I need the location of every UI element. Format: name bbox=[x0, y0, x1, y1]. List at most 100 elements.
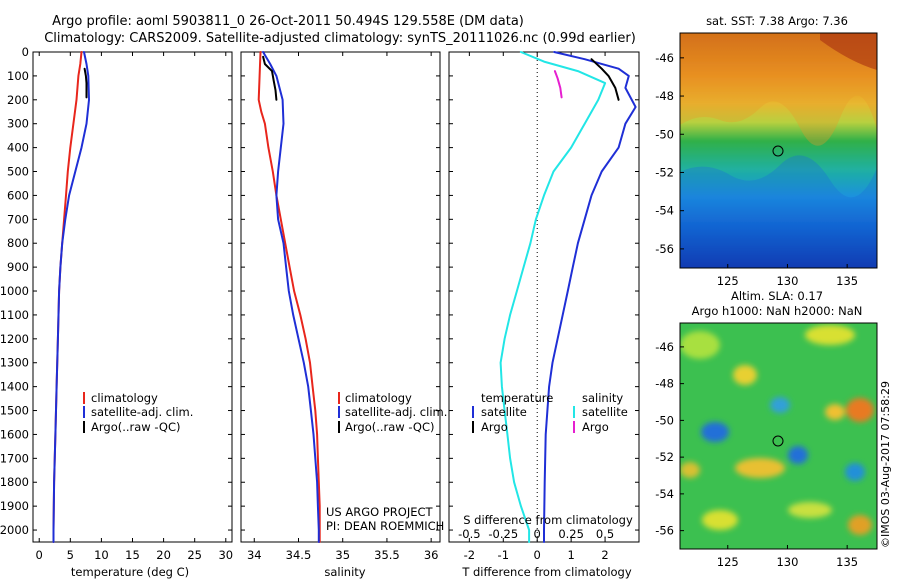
xtick-label: 34.5 bbox=[286, 548, 312, 562]
salinity-plot: 34 34.5 35 35.5 36 bbox=[241, 51, 440, 562]
series-line-satellite-adj-clim- bbox=[262, 51, 320, 543]
xtick-label: -2 bbox=[464, 548, 475, 562]
xtick-label: 2 bbox=[601, 548, 608, 562]
depth-tick-label: 100 bbox=[7, 69, 29, 83]
legend-label: Argo(..raw -QC) bbox=[91, 420, 181, 434]
series-line-temperature-satellite bbox=[543, 51, 637, 543]
temperature-plot-frame bbox=[32, 51, 233, 543]
map-ytick-label: -52 bbox=[655, 165, 674, 179]
depth-tick-label: 1100 bbox=[0, 308, 29, 322]
xtick-label-salinity: -0.25 bbox=[488, 527, 518, 541]
map-ytick-label: -56 bbox=[655, 524, 674, 538]
xtick-label: 25 bbox=[187, 548, 202, 562]
series-line-climatology bbox=[257, 51, 321, 543]
xtick-label: 15 bbox=[125, 548, 140, 562]
map-xtick-label: 130 bbox=[776, 274, 798, 288]
legend-label: Argo(..raw -QC) bbox=[345, 420, 435, 434]
sst-argo-marker bbox=[772, 145, 784, 157]
sst-map-axes: 125 130 135 -46 -48 -50 -52 -54 -56 bbox=[655, 51, 858, 288]
legend-label: satellite-adj. clim. bbox=[345, 405, 447, 419]
xtick-label: 5 bbox=[67, 548, 74, 562]
salinity-plot-frame bbox=[240, 51, 441, 543]
depth-tick-label: 1600 bbox=[0, 427, 29, 441]
legend-title-temperature: temperature bbox=[481, 391, 553, 405]
depth-tick-label: 1200 bbox=[0, 332, 29, 346]
xtick-label: 10 bbox=[94, 548, 109, 562]
xtick-label: 35.5 bbox=[374, 548, 400, 562]
salinity-legend: climatology satellite-adj. clim. Argo(..… bbox=[338, 391, 447, 434]
map-ytick-label: -46 bbox=[655, 340, 674, 354]
legend-label: climatology bbox=[91, 391, 158, 405]
depth-tick-label: 1700 bbox=[0, 451, 29, 465]
xtick-label: 30 bbox=[218, 548, 233, 562]
map-ytick-label: -50 bbox=[655, 127, 674, 141]
series-line-argo-raw-qc- bbox=[83, 67, 88, 99]
sst-map bbox=[680, 33, 877, 268]
difference-plot-frame bbox=[448, 51, 640, 543]
legend-label: satellite bbox=[481, 405, 527, 419]
map-ytick-label: -50 bbox=[655, 413, 674, 427]
sst-map-frame bbox=[679, 32, 878, 269]
xtick-label: 0 bbox=[534, 548, 541, 562]
sla-map-title: Altim. SLA: 0.17 bbox=[731, 289, 823, 303]
xtick-label: 0 bbox=[36, 548, 43, 562]
depth-tick-label: 1400 bbox=[0, 380, 29, 394]
depth-tick-label: 200 bbox=[7, 93, 29, 107]
sst-map-title: sat. SST: 7.38 Argo: 7.36 bbox=[706, 14, 848, 28]
depth-tick-label: 800 bbox=[7, 236, 29, 250]
xtick-label: 35 bbox=[335, 548, 350, 562]
depth-tick-label: 500 bbox=[7, 165, 29, 179]
xtick-label: -1 bbox=[498, 548, 509, 562]
map-xtick-label: 135 bbox=[836, 274, 858, 288]
sst-front-cool bbox=[680, 155, 877, 268]
sla-map-axes: 125 130 135 -46 -48 -50 -52 -54 -56 bbox=[655, 340, 858, 569]
depth-tick-label: 600 bbox=[7, 188, 29, 202]
map-xtick-label: 125 bbox=[717, 555, 739, 569]
temperature-xlabel: temperature (deg C) bbox=[71, 565, 189, 579]
sla-map-subtitle: Argo h1000: NaN h2000: NaN bbox=[692, 304, 863, 318]
salinity-xlabel: salinity bbox=[324, 565, 365, 579]
xtick-label-salinity: 0.25 bbox=[558, 527, 584, 541]
project-annotation: US ARGO PROJECT bbox=[326, 505, 434, 519]
depth-tick-label: 0 bbox=[22, 45, 29, 59]
depth-tick-label: 1900 bbox=[0, 499, 29, 513]
depth-tick-label: 300 bbox=[7, 117, 29, 131]
depth-tick-label: 2000 bbox=[0, 523, 29, 537]
legend-label: satellite bbox=[582, 405, 628, 419]
map-ytick-label: -54 bbox=[655, 204, 674, 218]
xtick-label-salinity: -0.5 bbox=[458, 527, 480, 541]
map-ytick-label: -48 bbox=[655, 89, 674, 103]
sst-front-warm bbox=[680, 33, 877, 146]
xtick-label-salinity: 0.5 bbox=[596, 527, 614, 541]
depth-tick-label: 1000 bbox=[0, 284, 29, 298]
depth-tick-label: 1300 bbox=[0, 356, 29, 370]
difference-plot: -2 -1 0 1 2 -0.5 -0.25 0 0.25 0.5 bbox=[449, 51, 639, 562]
map-ytick-label: -56 bbox=[655, 242, 674, 256]
sst-warm-corner bbox=[820, 33, 877, 70]
legend-label: Argo bbox=[582, 420, 609, 434]
depth-tick-label: 400 bbox=[7, 141, 29, 155]
chart-title-line1: Argo profile: aoml 5903811_0 26-Oct-2011… bbox=[52, 14, 524, 29]
map-xtick-label: 125 bbox=[717, 274, 739, 288]
legend-label: satellite-adj. clim. bbox=[91, 405, 193, 419]
xtick-label: 34 bbox=[247, 548, 262, 562]
map-ytick-label: -46 bbox=[655, 51, 674, 65]
legend-label: Argo bbox=[481, 420, 508, 434]
map-xtick-label: 135 bbox=[836, 555, 858, 569]
series-line-argo-raw-qc- bbox=[262, 55, 278, 101]
legend-label: climatology bbox=[345, 391, 412, 405]
difference-xlabel: T difference from climatology bbox=[461, 565, 632, 579]
xtick-label: 36 bbox=[424, 548, 439, 562]
sla-map-frame bbox=[679, 322, 878, 550]
depth-tick-label: 1800 bbox=[0, 475, 29, 489]
map-ytick-label: -52 bbox=[655, 450, 674, 464]
sla-argo-marker bbox=[772, 435, 784, 447]
pi-annotation: PI: DEAN ROEMMICH bbox=[326, 519, 444, 533]
series-line-salinity-argo bbox=[553, 70, 563, 99]
xtick-label: 20 bbox=[156, 548, 171, 562]
map-xtick-label: 130 bbox=[776, 555, 798, 569]
depth-axis: 0 100 200 300 400 500 600 700 800 900 1000 1100 1200… bbox=[0, 45, 29, 537]
chart-title-line2: Climatology: CARS2009. Satellite-adjuste… bbox=[44, 31, 636, 46]
xtick-label: 1 bbox=[567, 548, 574, 562]
